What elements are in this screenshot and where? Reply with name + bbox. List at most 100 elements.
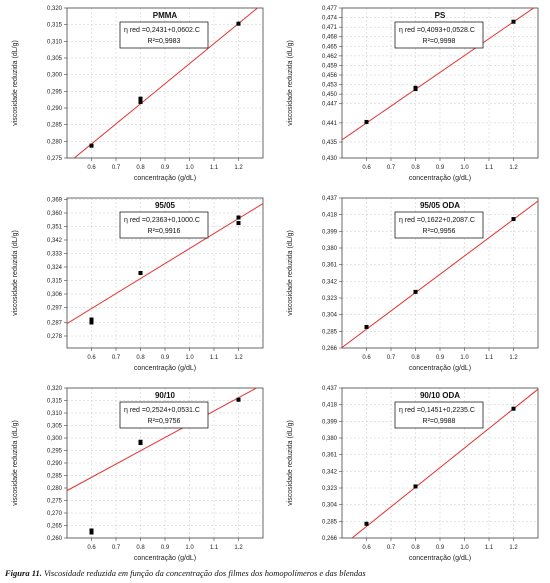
chart-panel-90-10-oda: 0,266 0,285 0,304 0,323 0,342 0,361 0,380 0,399…: [280, 380, 550, 565]
y-axis-label: viscosidade reduzida (dL/g): [287, 230, 294, 316]
x-tick-label: 1.2: [509, 545, 518, 551]
x-tick-label: 1.1: [210, 355, 219, 361]
y-tick-label: 0,304: [322, 313, 338, 319]
fit-r2: R²=0,9988: [423, 418, 456, 425]
data-point: [511, 19, 516, 24]
fit-line: [351, 388, 538, 538]
y-tick-label: 0,323: [322, 296, 338, 302]
y-tick-label: 0,342: [47, 238, 63, 244]
y-tick-label: 0,310: [47, 39, 63, 45]
x-tick-label: 1.2: [509, 165, 518, 171]
y-tick-label: 0,285: [322, 329, 338, 335]
y-tick-label: 0,285: [47, 123, 63, 129]
chart-title: 90/10 ODA: [420, 391, 460, 400]
y-tick-label: 0,290: [47, 461, 63, 467]
x-tick-label: 1.2: [234, 355, 243, 361]
y-tick-label: 0,360: [47, 211, 63, 217]
y-tick-label: 0,295: [47, 89, 63, 95]
y-tick-label: 0,315: [47, 399, 63, 405]
y-tick-label: 0,275: [47, 156, 63, 162]
fit-equation: η red =0,2524+0,0531.C: [124, 407, 200, 414]
x-axis-label: concentração (g/dL): [409, 365, 471, 372]
y-tick-label: 0,471: [322, 25, 338, 31]
y-tick-label: 0,453: [322, 83, 338, 89]
y-axis-label: viscosidade reduzida (dL/g): [287, 40, 294, 126]
y-tick-label: 0,324: [47, 265, 63, 271]
x-tick-label: 0.6: [87, 545, 96, 551]
fit-equation: η red =0,4093+0,0528.C: [399, 27, 475, 34]
y-tick-label: 0,287: [47, 321, 63, 327]
x-tick-label: 1.0: [460, 545, 469, 551]
equation-box: [394, 401, 484, 429]
y-tick-label: 0,285: [322, 519, 338, 525]
y-tick-label: 0,361: [322, 263, 338, 269]
x-tick-label: 1.1: [485, 165, 494, 171]
y-axis-label: viscosidade reduzida (dL/g): [287, 420, 294, 506]
y-tick-label: 0,399: [322, 419, 338, 425]
x-tick-label: 0.6: [87, 165, 96, 171]
fit-equation: η red =0,1451+0,2235.C: [399, 407, 475, 414]
x-tick-label: 1.0: [460, 165, 469, 171]
plot-frame: [66, 7, 264, 159]
y-tick-label: 0,320: [47, 6, 63, 12]
y-tick-label: 0,280: [47, 486, 63, 492]
data-point: [511, 217, 516, 222]
y-tick-label: 0,342: [322, 469, 338, 475]
x-tick-label: 1.1: [485, 545, 494, 551]
x-tick-label: 0.9: [161, 545, 170, 551]
data-point: [89, 528, 94, 533]
equation-box: [119, 211, 209, 239]
figure-caption: Figura 11. Viscosidade reduzida em funçã…: [5, 568, 550, 578]
chart-title: PS: [435, 11, 446, 20]
y-tick-label: 0,342: [322, 279, 338, 285]
x-tick-label: 0.9: [436, 545, 445, 551]
x-tick-label: 1.0: [185, 545, 194, 551]
x-tick-label: 0.8: [136, 165, 145, 171]
fit-line: [342, 8, 535, 141]
y-tick-label: 0,437: [322, 386, 338, 392]
x-tick-label: 1.2: [234, 545, 243, 551]
x-axis-label: concentração (g/dL): [409, 175, 471, 182]
chart-title: 90/10: [155, 391, 176, 400]
y-tick-label: 0,266: [322, 346, 338, 352]
y-tick-label: 0,474: [322, 16, 338, 22]
fit-equation: η red =0,1622+0,2087.C: [399, 217, 475, 224]
y-tick-label: 0,361: [322, 453, 338, 459]
chart-panel-95-05: 0,278 0,287 0,297 0,306 0,315 0,324 0,333 0,342…: [5, 190, 275, 375]
fit-r2: R²=0,9756: [148, 418, 181, 425]
data-point: [138, 439, 143, 444]
y-tick-label: 0,477: [322, 6, 338, 12]
data-point: [236, 397, 241, 402]
fit-line: [67, 388, 258, 492]
y-tick-label: 0,300: [47, 436, 63, 442]
x-tick-label: 0.7: [387, 545, 396, 551]
y-tick-label: 0,295: [47, 449, 63, 455]
y-tick-label: 0,300: [47, 73, 63, 79]
fit-line: [73, 8, 259, 158]
data-point: [138, 100, 143, 104]
data-point: [89, 143, 94, 148]
y-tick-label: 0,278: [47, 334, 63, 340]
y-tick-label: 0,441: [322, 121, 338, 127]
y-tick-label: 0,270: [47, 511, 63, 517]
y-tick-label: 0,430: [322, 156, 338, 162]
chart-90-10-oda: 0,266 0,285 0,304 0,323 0,342 0,361 0,380 0,399…: [287, 386, 539, 562]
y-tick-label: 0,435: [322, 140, 338, 146]
x-tick-label: 0.8: [411, 165, 420, 171]
y-axis-label: viscosidade reduzida (dL/g): [12, 420, 19, 506]
plot-frame: [66, 197, 264, 349]
data-point: [89, 317, 94, 322]
fit-r2: R²=0,9916: [148, 228, 181, 235]
y-tick-label: 0,315: [47, 23, 63, 29]
chart-95-05-oda: 0,266 0,285 0,304 0,323 0,342 0,361 0,380 0,399…: [287, 196, 539, 372]
plot-frame: [341, 197, 539, 349]
y-tick-label: 0,437: [322, 196, 338, 202]
chart-panel-95-05-oda: 0,266 0,285 0,304 0,323 0,342 0,361 0,380 0,399…: [280, 190, 550, 375]
x-tick-label: 1.0: [460, 355, 469, 361]
y-tick-label: 0,265: [47, 524, 63, 530]
x-tick-label: 0.9: [436, 165, 445, 171]
x-tick-label: 1.1: [485, 355, 494, 361]
y-tick-label: 0,459: [322, 63, 338, 69]
fit-r2: R²=0,9956: [423, 228, 456, 235]
y-tick-label: 0,418: [322, 403, 338, 409]
